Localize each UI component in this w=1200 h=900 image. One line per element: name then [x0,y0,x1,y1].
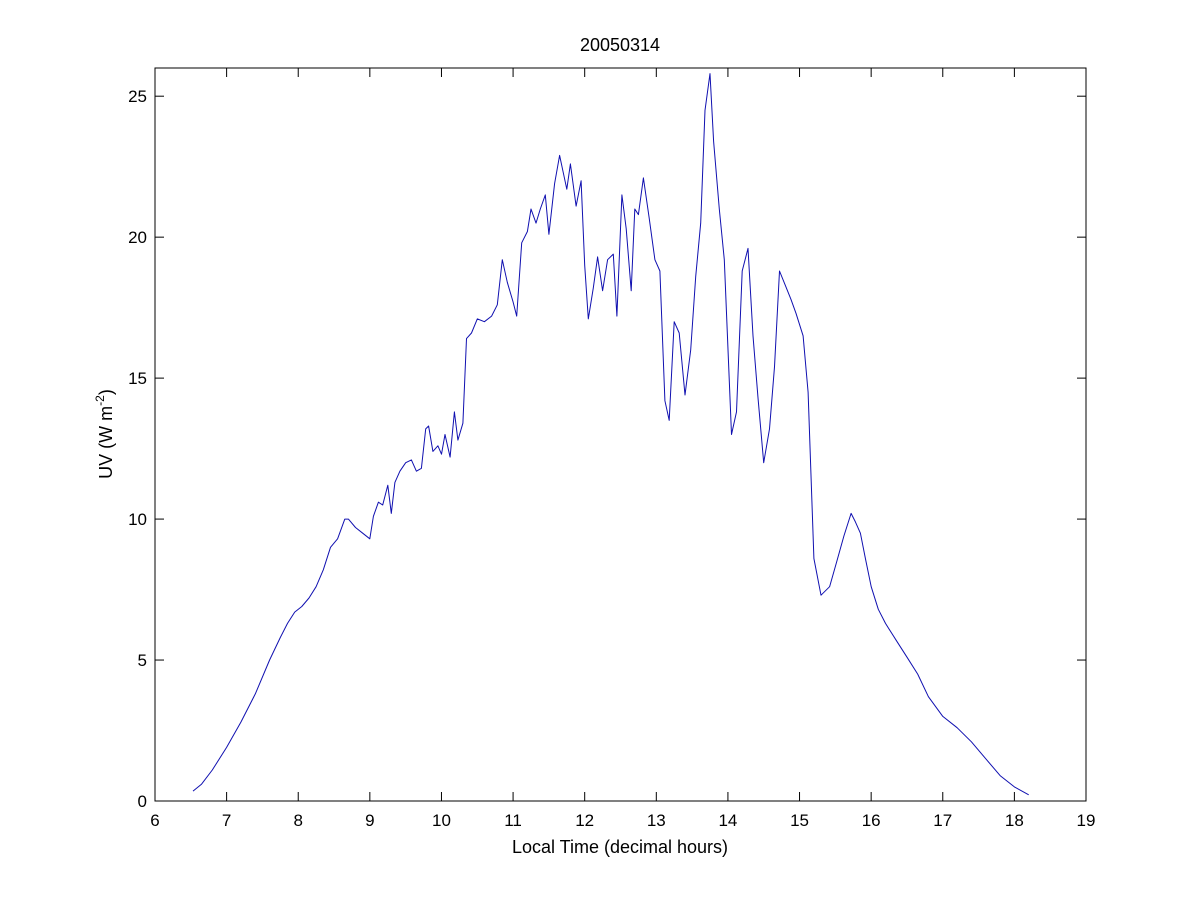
y-tick-label: 15 [128,369,147,388]
chart-title: 20050314 [580,35,660,55]
x-tick-labels: 6 7 8 9 10 11 12 13 14 15 16 17 18 19 [150,811,1095,830]
y-tick-label: 25 [128,87,147,106]
x-axis-label: Local Time (decimal hours) [512,837,728,857]
x-tick-label: 19 [1077,811,1096,830]
x-tick-label: 8 [293,811,302,830]
x-tick-label: 12 [575,811,594,830]
y-axis-label: UV (W m-2) [93,389,116,479]
x-tick-label: 10 [432,811,451,830]
y-axis-label-superscript: -2 [93,395,107,406]
x-tick-label: 14 [718,811,737,830]
x-tick-label: 16 [862,811,881,830]
y-tick-label: 0 [138,792,147,811]
axis-ticks [154,68,1087,802]
plot-area-frame [154,67,1087,802]
y-tick-label: 5 [138,651,147,670]
x-tick-label: 6 [150,811,159,830]
x-tick-label: 18 [1005,811,1024,830]
y-tick-label: 20 [128,228,147,247]
x-tick-label: 17 [933,811,952,830]
x-tick-label: 15 [790,811,809,830]
x-tick-label: 11 [504,811,522,830]
y-axis-label-close: ) [96,389,116,395]
x-tick-label: 9 [365,811,374,830]
uv-series-line [192,73,1029,796]
y-tick-labels: 0 5 10 15 20 25 [128,87,147,811]
x-tick-label: 7 [222,811,231,830]
y-axis-label-main: UV (W m [96,406,116,479]
y-tick-label: 10 [128,510,147,529]
series-layer [192,73,1029,796]
x-tick-label: 13 [647,811,666,830]
